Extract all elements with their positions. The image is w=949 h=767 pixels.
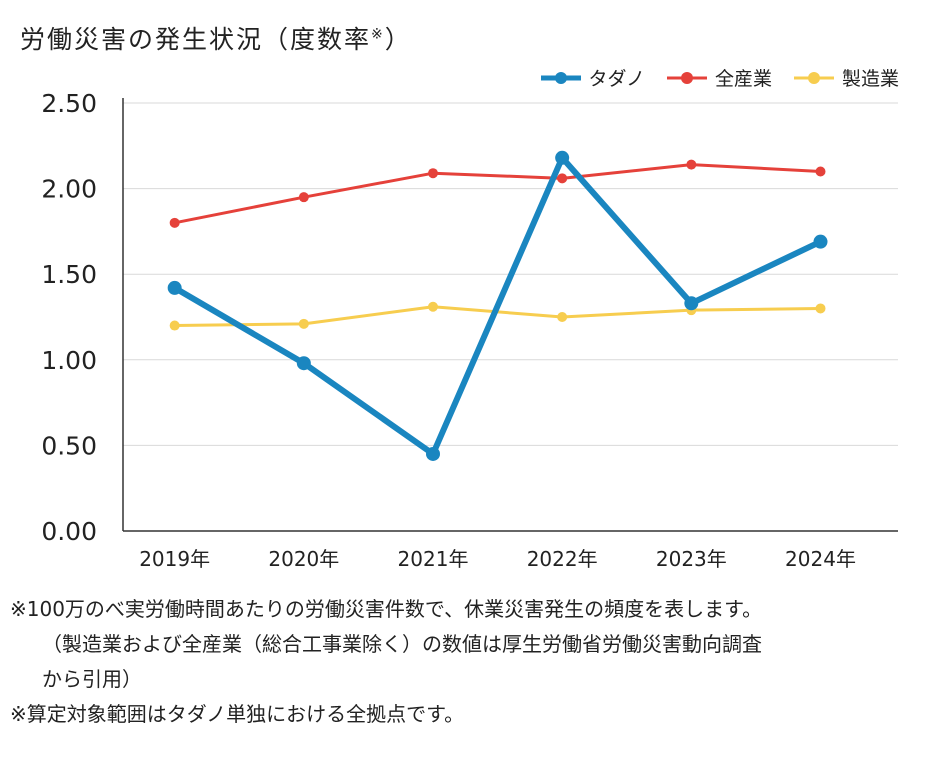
data-point-製造業 bbox=[169, 320, 180, 331]
legend-item: 全産業 bbox=[666, 64, 772, 91]
data-point-製造業 bbox=[428, 301, 438, 312]
data-point-タダノ bbox=[555, 150, 570, 165]
note-2: （製造業および全産業（総合工事業除く）の数値は厚生労働省労働災害動向調査 bbox=[42, 632, 762, 656]
data-point-タダノ bbox=[426, 446, 440, 461]
data-point-タダノ bbox=[684, 296, 699, 311]
y-tick-label: 1.00 bbox=[41, 346, 97, 375]
data-point-全産業 bbox=[686, 159, 697, 170]
legend-marker bbox=[666, 71, 707, 84]
data-point-タダノ bbox=[167, 280, 182, 295]
x-tick-label: 2024年 bbox=[785, 547, 856, 571]
data-point-タダノ bbox=[813, 234, 828, 249]
note-3: から引用） bbox=[42, 667, 142, 691]
y-tick-label: 1.50 bbox=[41, 260, 97, 289]
data-point-全産業 bbox=[815, 166, 826, 177]
footnotes: ※100万のべ実労働時間あたりの労働災害件数で、休業災害発生の頻度を表します。 … bbox=[10, 592, 762, 732]
legend-item: 製造業 bbox=[793, 64, 899, 91]
note-4: ※算定対象範囲はタダノ単独における全拠点です。 bbox=[10, 702, 465, 726]
x-tick-label: 2020年 bbox=[268, 547, 339, 571]
legend-marker bbox=[793, 71, 834, 84]
data-point-全産業 bbox=[428, 168, 438, 179]
x-tick-label: 2021年 bbox=[398, 547, 469, 571]
y-tick-label: 0.50 bbox=[41, 431, 97, 460]
title-mark: ※ bbox=[371, 26, 385, 43]
x-tick-label: 2022年 bbox=[527, 547, 598, 571]
data-point-製造業 bbox=[815, 303, 826, 314]
y-tick-label: 2.50 bbox=[41, 89, 97, 118]
legend: タダノ 全産業 製造業 bbox=[540, 64, 899, 91]
legend-label: 製造業 bbox=[841, 68, 899, 90]
legend-item: タダノ bbox=[540, 64, 645, 91]
chart-title: 労働災害の発生状況（度数率※） bbox=[20, 20, 412, 56]
series-line-全産業 bbox=[174, 163, 821, 225]
data-point-タダノ bbox=[296, 356, 311, 371]
data-point-製造業 bbox=[298, 318, 309, 329]
y-tick-label: 2.00 bbox=[41, 175, 97, 204]
y-tick-label: 0.00 bbox=[41, 517, 97, 546]
x-tick-label: 2019年 bbox=[139, 547, 210, 571]
data-point-全産業 bbox=[169, 217, 180, 228]
title-close: ） bbox=[384, 25, 412, 54]
x-tick-label: 2023年 bbox=[656, 547, 727, 571]
legend-label: タダノ bbox=[588, 68, 645, 90]
title-text: 労働災害の発生状況（度数率 bbox=[20, 25, 372, 54]
data-point-全産業 bbox=[298, 192, 309, 203]
data-point-全産業 bbox=[557, 173, 568, 184]
note-1: ※100万のべ実労働時間あたりの労働災害件数で、休業災害発生の頻度を表します。 bbox=[10, 597, 763, 621]
legend-marker bbox=[540, 71, 581, 84]
data-point-製造業 bbox=[557, 312, 568, 322]
line-chart: 0.00 0.50 1.00 1.50 2.00 2.50 2019年 2020年 2021年 2… bbox=[41, 89, 898, 571]
legend-label: 全産業 bbox=[714, 68, 772, 90]
series-line-タダノ bbox=[173, 154, 822, 457]
